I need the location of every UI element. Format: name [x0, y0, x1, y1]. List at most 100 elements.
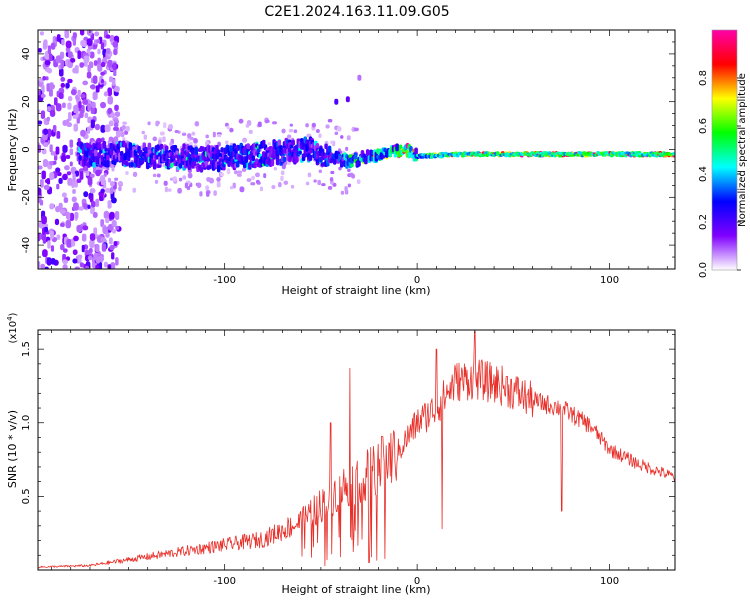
spectrogram-cell — [77, 50, 81, 60]
spectrogram-cell — [306, 133, 312, 138]
spectrogram-cell — [329, 177, 334, 182]
spectrogram-cell — [67, 51, 73, 59]
spectrogram-cell — [357, 159, 361, 167]
spectrogram-cell — [113, 240, 118, 246]
spectrogram-cell — [79, 262, 85, 268]
spectrogram-cell — [60, 82, 66, 88]
spectrogram-cell — [191, 131, 196, 136]
spectrogram-cell — [190, 150, 195, 155]
spectrogram-cell — [49, 109, 56, 117]
spectrogram-cell — [81, 244, 85, 253]
spectrogram-cell — [55, 103, 62, 112]
spectrogram-cell — [81, 233, 87, 242]
spectrogram-cell — [85, 151, 89, 158]
spectrogram-cell — [74, 266, 80, 269]
spectrogram-cell — [82, 202, 88, 210]
spectrogram-cell — [256, 181, 261, 185]
spectrogram-cell — [327, 186, 333, 190]
spectrogram-cell — [100, 61, 106, 68]
spectrogram-cell — [291, 139, 295, 146]
spectrogram-cell — [96, 39, 101, 44]
spectrogram-cell — [227, 161, 231, 167]
snr-x-tick-label: -100 — [213, 576, 236, 587]
spectrogram-cell — [38, 233, 41, 242]
spectrogram-cell — [357, 74, 362, 81]
spectrogram-cell — [58, 87, 65, 95]
spectrogram-cell — [109, 76, 113, 83]
spectrogram-cell — [93, 60, 98, 66]
spectrogram-cell — [103, 210, 110, 219]
spectrogram-cell — [246, 143, 250, 150]
spectrogram-cell — [143, 134, 147, 140]
spectrogram-cell — [130, 161, 134, 168]
spectrogram-cell — [113, 122, 119, 128]
spectrogram-cell — [277, 139, 282, 148]
spectrogram-cell — [54, 218, 60, 226]
spectrogram-cell — [92, 162, 96, 168]
spectrogram-cell — [89, 173, 95, 178]
spectrogram-cell — [60, 244, 65, 251]
spectrogram-cell — [305, 123, 309, 128]
spectrogram-cell — [89, 51, 95, 59]
spectrogram-cell — [80, 104, 85, 114]
spectrogram-cell — [73, 123, 79, 132]
spectrogram-cell — [229, 185, 234, 190]
spectrogram-cell — [90, 119, 95, 129]
spectrogram-cell — [344, 186, 348, 192]
spectrogram-cell — [365, 149, 370, 156]
spectrogram-cell — [103, 91, 109, 97]
spectrogram-cell — [64, 30, 70, 39]
spectrogram-cell — [83, 191, 89, 198]
spectrogram-cell — [105, 34, 111, 39]
spectrogram-cell — [107, 87, 112, 97]
spectrogram-cell — [50, 230, 54, 240]
colorbar-tick-label: 0.8 — [698, 70, 709, 86]
spectrogram-cell — [54, 97, 58, 106]
spectrogram-cell — [224, 122, 229, 127]
spectrogram-cell — [58, 202, 63, 211]
spectrogram-cell — [93, 227, 98, 235]
spectrogram-cell — [205, 134, 209, 139]
spectrogram-cell — [115, 225, 120, 231]
spectrogram-cell — [100, 101, 107, 109]
spectrogram-cell — [172, 176, 177, 182]
spectrogram-cell — [345, 96, 350, 103]
spectrogram-cell — [184, 182, 189, 189]
spectrogram-cell — [38, 144, 42, 153]
spectrogram-cell — [63, 197, 69, 204]
spectrogram-cell — [109, 181, 115, 187]
spectrogram-cell — [117, 181, 123, 185]
spectrogram-cell — [109, 211, 115, 220]
spectrogram-cell — [414, 147, 418, 156]
spectrogram-cell — [40, 263, 46, 269]
spectrogram-cell — [289, 123, 294, 127]
spectrogram-cell — [69, 148, 73, 156]
spectrogram-x-tick-label: -100 — [213, 275, 236, 286]
snr-y-multiplier: (x104) — [6, 312, 19, 343]
spectrogram-cell — [178, 162, 183, 169]
spectrogram-cell — [115, 257, 119, 266]
spectrogram-cell — [111, 229, 117, 234]
spectrogram-cell — [330, 170, 335, 175]
spectrogram-cell — [105, 47, 111, 55]
spectrogram-cell — [152, 173, 157, 178]
spectrogram-cell — [226, 125, 230, 130]
spectrogram-cell — [94, 31, 100, 37]
spectrogram-cell — [288, 128, 294, 133]
spectrogram-cell — [220, 147, 224, 153]
spectrogram-cell — [327, 145, 332, 153]
spectrogram-cell — [67, 177, 73, 186]
spectrogram-cell — [43, 39, 48, 49]
spectrogram-cell — [114, 104, 119, 112]
spectrogram-cell — [174, 129, 179, 134]
spectrogram-cell — [44, 226, 48, 232]
spectrogram-cell — [168, 124, 174, 130]
spectrogram-cell — [57, 172, 62, 177]
spectrogram-cell — [73, 202, 79, 211]
spectrogram-cell — [92, 91, 98, 101]
spectrogram-cell — [282, 156, 287, 163]
spectrogram-cell — [324, 143, 328, 150]
spectrogram-cell — [78, 101, 82, 109]
snr-panel: -100 0 100 0.5 1.0 1.5 Height of straight li… — [6, 312, 676, 596]
spectrogram-cell — [159, 131, 165, 136]
